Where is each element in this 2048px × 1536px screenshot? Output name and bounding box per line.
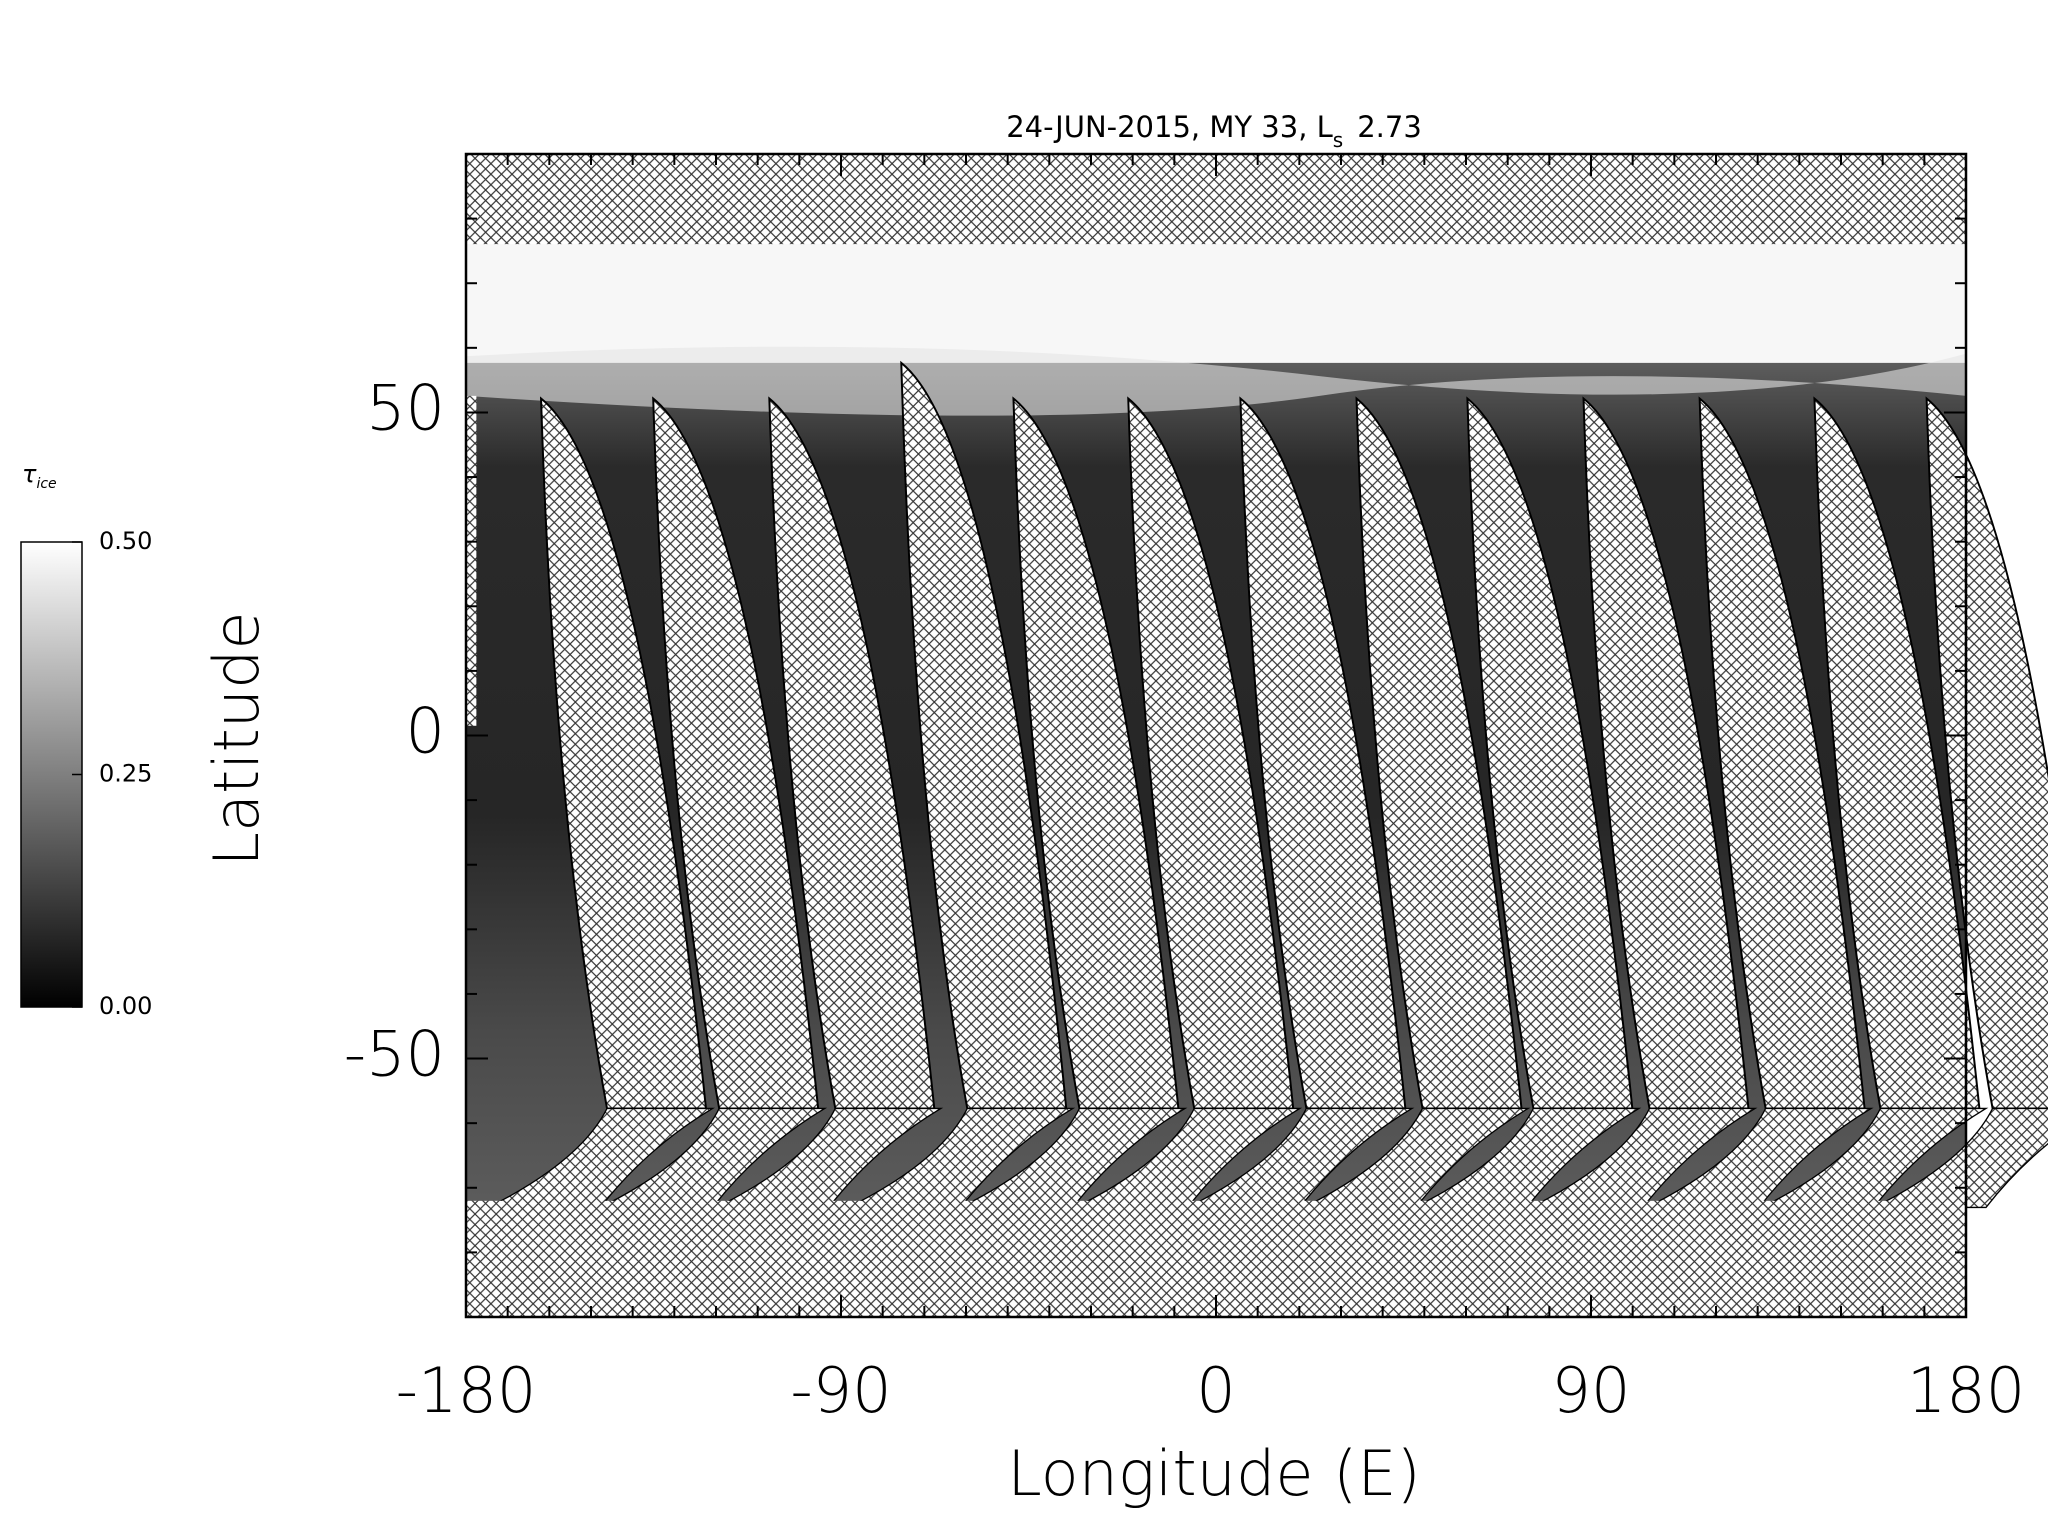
orbit-gap [1075,1107,1303,1209]
x-tick-label: 180 [1907,1354,2025,1427]
colorbar-subscript: ice [36,476,56,492]
orbit-gap [960,1107,1188,1209]
y-tick-label: 50 [366,371,445,444]
x-tick-label: -180 [396,1354,537,1427]
west-strip [465,395,477,726]
y-tick-label: -50 [344,1018,445,1091]
y-axis-label: Latitude [200,611,273,866]
orbit-gap [1925,396,2048,1110]
orbit-gap [1303,1107,1531,1209]
map-image [465,154,2048,1317]
orbit-gap [1187,1107,1415,1209]
title-text: 24-JUN-2015, MY 33, L [1006,110,1333,144]
orbit-gap [487,1107,715,1209]
colorbar-symbol: τ [22,460,37,488]
title-value: 2.73 [1357,110,1422,144]
x-tick-label: 90 [1552,1354,1631,1427]
orbit-gap [716,1107,944,1209]
orbit-gap [1414,1107,1642,1209]
orbit-gap [1530,1107,1758,1209]
orbit-gap [1646,1107,1874,1209]
x-axis-label: Longitude (E) [1007,1437,1420,1510]
colorbar-tick-label: 0.00 [99,992,152,1020]
chart-title: 24-JUN-2015, MY 33, Ls 2.73 [1006,110,1422,152]
orbit-gap [1873,1107,2048,1209]
colorbar-tick-label: 0.25 [99,760,152,788]
orbit-gap [848,1107,1076,1209]
y-tick-label: 0 [406,695,445,768]
colorbar-tick-label: 0.50 [99,527,152,555]
x-tick-label: -90 [790,1354,891,1427]
orbit-gap [600,1107,828,1209]
colorbar-label: τice [22,460,57,492]
orbit-gap [1761,1107,1989,1209]
title-subscript: s [1333,128,1343,152]
x-tick-label: 0 [1196,1354,1235,1427]
colorbar [20,541,83,1008]
